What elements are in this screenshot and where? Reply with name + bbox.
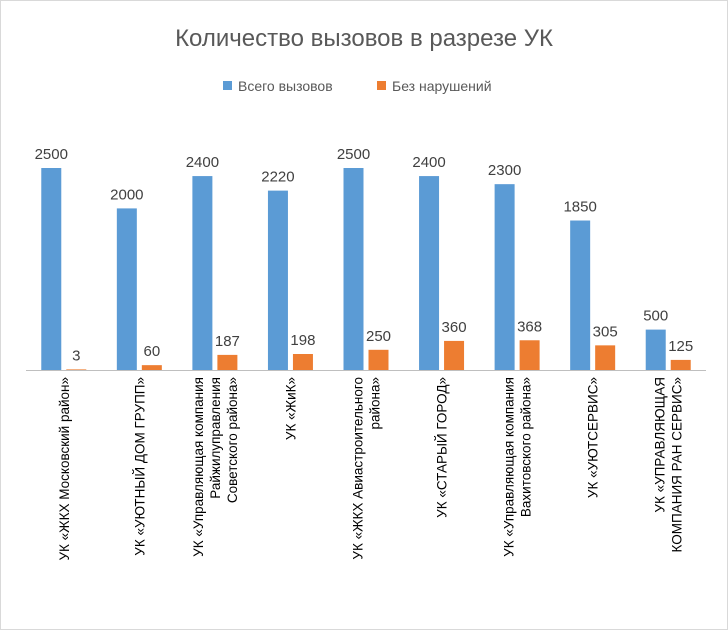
x-tick-label-5: УК «ЖКХ Авиастроительного района» — [351, 377, 383, 560]
x-tick-label-line: УК «СТАРЫЙ ГОРОД» — [435, 377, 450, 518]
legend-label-2: Без нарушений — [392, 78, 492, 94]
x-tick-label-3: УК «Управляющая компания Райжилуправления… — [191, 377, 240, 557]
bar-s1-c6 — [419, 176, 440, 370]
bar-s1-c5 — [343, 168, 364, 370]
bar-s1-c9 — [645, 329, 666, 370]
bar-s1-c3 — [192, 176, 213, 370]
x-tick-label-line: Вахитовского района» — [519, 377, 534, 517]
x-tick-label-7: УК «Управляющая компания Вахитовского рай… — [502, 377, 534, 557]
data-label-s2-c4: 198 — [290, 332, 315, 349]
bar-s2-c1 — [66, 369, 87, 370]
legend: Всего вызовов Без нарушений — [223, 78, 492, 94]
x-tick-label-1: УК «ЖКХ Московский район» — [57, 377, 72, 561]
bar-s2-c6 — [444, 340, 465, 370]
data-label-s2-c5: 250 — [366, 328, 391, 345]
x-tick-label-line: УК «ЖиК» — [283, 377, 298, 440]
data-label-s2-c1: 3 — [72, 347, 80, 364]
data-label-s2-c2: 60 — [143, 343, 160, 360]
bar-s2-c5 — [368, 349, 389, 370]
x-tick-label-4: УК «ЖиК» — [283, 377, 298, 440]
x-tick-label-line: Райжилуправления — [208, 377, 223, 499]
x-tick-label-line: УК «УЮТСЕРВИС» — [586, 377, 601, 498]
data-label-s2-c9: 125 — [668, 338, 693, 355]
x-tick-label-line: района» — [368, 377, 383, 430]
data-label-s1-c3: 2400 — [186, 154, 219, 171]
x-tick-label-line: УК «УПРАВЛЯЮЩАЯ — [653, 377, 668, 513]
x-tick-label-line: Советского района» — [225, 377, 240, 503]
x-tick-label-8: УК «УЮТСЕРВИС» — [586, 377, 601, 498]
data-label-s1-c6: 2400 — [412, 154, 445, 171]
legend-label-1: Всего вызовов — [238, 78, 333, 94]
data-label-s1-c5: 2500 — [337, 146, 370, 163]
legend-swatch-2 — [377, 81, 386, 90]
x-tick-label-9: УК «УПРАВЛЯЮЩАЯ КОМПАНИЯ РАН СЕРВИС» — [653, 377, 685, 552]
x-tick-label-line: КОМПАНИЯ РАН СЕРВИС» — [670, 377, 685, 552]
bar-s2-c7 — [519, 340, 540, 370]
chart-title: Количество вызовов в разрезе УК — [175, 25, 553, 52]
bar-s1-c4 — [267, 190, 288, 370]
data-label-s1-c7: 2300 — [488, 162, 521, 179]
x-axis-tick-labels: УК «ЖКХ Московский район» УК «УЮТНЫЙ ДОМ … — [57, 377, 685, 561]
legend-swatch-1 — [223, 81, 232, 90]
x-tick-label-line: УК «Управляющая компания — [502, 377, 517, 557]
bar-s1-c1 — [41, 168, 62, 370]
data-label-s2-c6: 360 — [442, 319, 467, 336]
bar-s2-c2 — [141, 365, 162, 370]
data-label-s2-c8: 305 — [593, 323, 618, 340]
bar-s2-c3 — [217, 354, 238, 370]
x-tick-label-6: УК «СТАРЫЙ ГОРОД» — [435, 377, 450, 518]
bar-s2-c9 — [670, 359, 691, 370]
x-tick-label-2: УК «УЮТНЫЙ ДОМ ГРУПП» — [132, 377, 147, 556]
bar-s1-c8 — [570, 220, 591, 370]
x-tick-label-line: УК «ЖКХ Московский район» — [57, 377, 72, 561]
bar-s2-c8 — [595, 345, 616, 370]
data-label-s1-c4: 2220 — [261, 169, 294, 186]
data-label-s1-c1: 2500 — [35, 146, 68, 163]
data-label-s1-c9: 500 — [643, 308, 668, 325]
x-tick-label-line: УК «ЖКХ Авиастроительного — [351, 377, 366, 560]
data-label-s2-c7: 368 — [517, 318, 542, 335]
data-label-s2-c3: 187 — [215, 333, 240, 350]
bar-s1-c7 — [494, 184, 515, 370]
data-label-s1-c2: 2000 — [110, 186, 143, 203]
bar-s1-c2 — [116, 208, 137, 370]
bar-s2-c4 — [292, 354, 313, 370]
data-label-s1-c8: 1850 — [563, 199, 596, 216]
x-tick-label-line: УК «Управляющая компания — [191, 377, 206, 557]
x-tick-label-line: УК «УЮТНЫЙ ДОМ ГРУПП» — [132, 377, 147, 556]
